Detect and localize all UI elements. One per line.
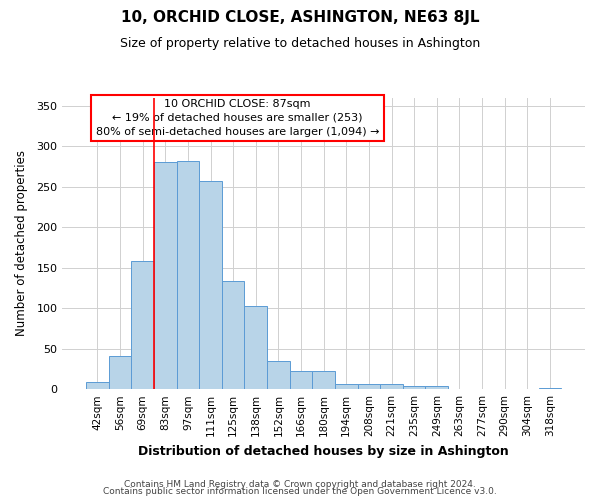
Text: Contains HM Land Registry data © Crown copyright and database right 2024.: Contains HM Land Registry data © Crown c…	[124, 480, 476, 489]
Bar	[244, 306, 267, 389]
Bar	[403, 386, 425, 389]
Bar	[154, 162, 176, 389]
Text: 10 ORCHID CLOSE: 87sqm
← 19% of detached houses are smaller (253)
80% of semi-de: 10 ORCHID CLOSE: 87sqm ← 19% of detached…	[95, 99, 379, 137]
Y-axis label: Number of detached properties: Number of detached properties	[15, 150, 28, 336]
Bar	[539, 388, 561, 389]
X-axis label: Distribution of detached houses by size in Ashington: Distribution of detached houses by size …	[138, 444, 509, 458]
Bar	[380, 384, 403, 389]
Bar	[222, 280, 244, 389]
Bar	[267, 361, 290, 389]
Bar	[131, 261, 154, 389]
Text: Size of property relative to detached houses in Ashington: Size of property relative to detached ho…	[120, 38, 480, 51]
Bar	[290, 372, 313, 389]
Text: 10, ORCHID CLOSE, ASHINGTON, NE63 8JL: 10, ORCHID CLOSE, ASHINGTON, NE63 8JL	[121, 10, 479, 25]
Text: Contains public sector information licensed under the Open Government Licence v3: Contains public sector information licen…	[103, 487, 497, 496]
Bar	[335, 384, 358, 389]
Bar	[176, 160, 199, 389]
Bar	[313, 370, 335, 389]
Bar	[86, 382, 109, 389]
Bar	[358, 384, 380, 389]
Bar	[199, 181, 222, 389]
Bar	[109, 356, 131, 389]
Bar	[425, 386, 448, 389]
